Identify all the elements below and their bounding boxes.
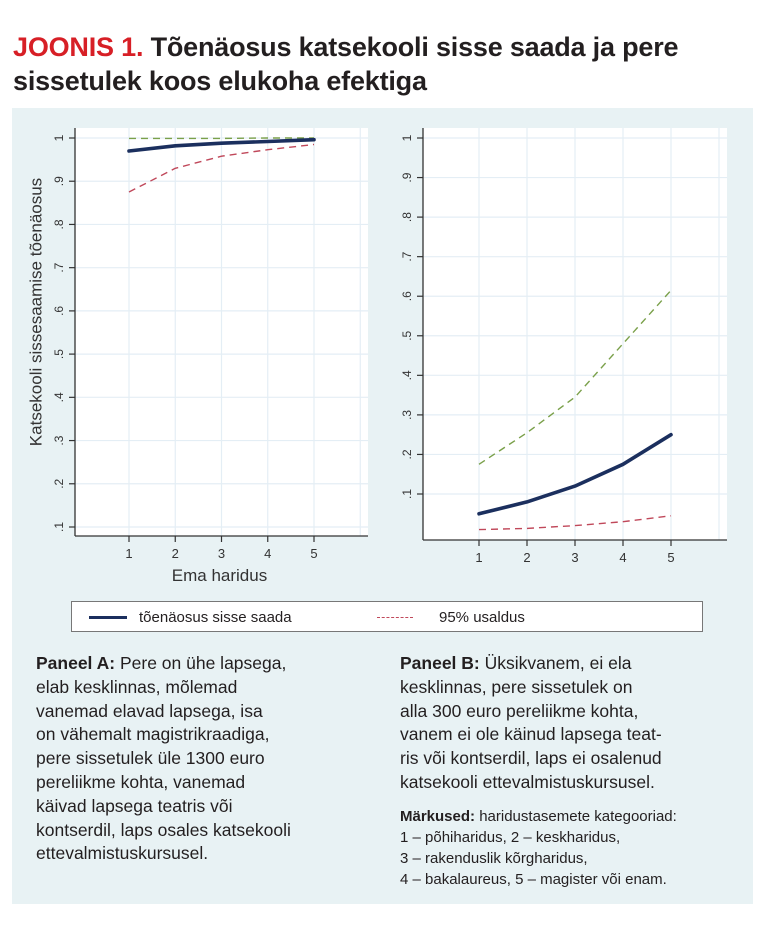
panel-a-note-label: Paneel A: <box>36 653 116 673</box>
panel-a-note: Paneel A: Pere on ühe lapsega, elab keskl… <box>36 652 376 866</box>
y-tick-label: .5 <box>400 330 414 340</box>
x-tick-label: 4 <box>264 546 271 561</box>
remarks-line: 4 – bakalaureus, 5 – magister või enam. <box>400 871 667 888</box>
remarks-line: 1 – põhiharidus, 2 – keskharidus, <box>400 829 621 846</box>
legend-solid-line-icon <box>89 616 127 619</box>
legend-item-estimate: tõenäosus sisse saada <box>89 602 292 633</box>
panel-b-note-text: Üksikvanem, ei ela kesklinnas, pere sisse… <box>400 653 662 792</box>
x-tick-label: 4 <box>619 550 626 565</box>
y-tick-label: .8 <box>52 219 66 229</box>
y-tick-label: 1 <box>400 134 414 141</box>
panel-a-note-line: käivad lapsega teatris või <box>36 795 233 816</box>
y-tick-label: .2 <box>52 478 66 488</box>
panel-b-note: Paneel B: Üksikvanem, ei ela kesklinnas, … <box>400 652 750 795</box>
x-tick-label: 3 <box>571 550 578 565</box>
y-axis-title: Katsekooli sissesaamise tõenäosus <box>26 178 45 446</box>
y-tick-label: .2 <box>400 449 414 459</box>
panel-b-note-line: alla 300 euro pereliikme kohta, <box>400 700 639 721</box>
x-tick-label: 1 <box>475 550 482 565</box>
x-tick-label: 5 <box>667 550 674 565</box>
panel-a-note-line: Pere on ühe lapsega, <box>115 653 287 673</box>
lower-ci-line <box>128 143 315 193</box>
panel-a-note-line: pere sissetulek üle 1300 euro <box>36 748 265 769</box>
panel-a-note-line: vanemad elavad lapsega, isa <box>36 700 263 721</box>
y-tick-label: .9 <box>52 176 66 186</box>
x-tick-label: 5 <box>310 546 317 561</box>
upper-ci-line <box>478 289 672 465</box>
y-tick-label: 1 <box>52 134 66 141</box>
estimate-line <box>477 432 673 516</box>
legend-item-ci: 95% usaldus <box>377 602 525 633</box>
panel-a-note-line: pereliikme kohta, vanemad <box>36 771 246 792</box>
panel-a-note-line: ettevalmistuskursusel. <box>36 843 209 864</box>
legend-label-estimate: tõenäosus sisse saada <box>139 609 292 626</box>
panel-b-note-line: katsekooli ettevalmistuskursusel. <box>400 771 655 792</box>
x-tick-label: 3 <box>218 546 225 561</box>
remarks-line: 3 – rakenduslik kõrgharidus, <box>400 850 588 867</box>
panel-a-note-line: on vähemalt magistrikraadiga, <box>36 724 270 745</box>
panel-b-note-line: kesklinnas, pere sissetulek on <box>400 676 633 697</box>
remarks-text: haridustasemete kategooriad: 1 – põhihari… <box>400 808 677 888</box>
panel-a-note-line: kontserdil, laps osales katsekooli <box>36 819 291 840</box>
y-tick-label: .7 <box>52 262 66 272</box>
figure-title: JOONIS 1. Tõenäosus katsekooli sisse saa… <box>13 30 753 98</box>
panel-b-note-line: ris või kontserdil, laps ei osalenud <box>400 748 662 769</box>
figure-number: JOONIS 1. <box>13 32 144 62</box>
panel-b-note-label: Paneel B: <box>400 653 480 673</box>
y-tick-label: .4 <box>400 370 414 380</box>
x-tick-label: 2 <box>172 546 179 561</box>
panel-a-note-text: Pere on ühe lapsega, elab kesklinnas, mõl… <box>36 653 291 863</box>
panel-b-note-line: Üksikvanem, ei ela <box>479 653 632 673</box>
x-axis-title: Ema haridus <box>172 566 267 585</box>
y-tick-label: .7 <box>400 251 414 261</box>
y-tick-label: .5 <box>52 349 66 359</box>
y-tick-label: .3 <box>52 435 66 445</box>
panel-a-note-line: elab kesklinnas, mõlemad <box>36 676 238 697</box>
y-tick-label: .9 <box>400 172 414 182</box>
y-tick-label: .6 <box>52 306 66 316</box>
y-tick-label: .3 <box>400 410 414 420</box>
y-tick-label: .1 <box>52 522 66 532</box>
y-tick-label: .1 <box>400 489 414 499</box>
remarks-label: Märkused: <box>400 808 476 825</box>
x-tick-label: 2 <box>523 550 530 565</box>
estimate-line <box>127 137 316 153</box>
legend-label-ci: 95% usaldus <box>439 609 525 626</box>
x-tick-label: 1 <box>125 546 132 561</box>
panel-b-note-line: vanem ei ole käinud lapsega teat- <box>400 724 662 745</box>
y-tick-label: .4 <box>52 392 66 402</box>
y-tick-label: .8 <box>400 212 414 222</box>
panel-a-chart: .1 .2 .3 .4 .5 .6 .7 .8 .9 1 1 2 3 4 5 Ema haridus Katse… <box>26 128 368 585</box>
legend-dashed-line-icon <box>377 617 413 618</box>
lower-ci-line <box>478 515 672 531</box>
y-tick-label: .6 <box>400 291 414 301</box>
remarks-note: Märkused: haridustasemete kategooriad: 1 … <box>400 806 750 890</box>
panel-b-chart: .1 .2 .3 .4 .5 .6 .7 .8 .9 1 1 2 3 4 5 <box>400 128 727 565</box>
figure-title-text: Tõenäosus katsekooli sisse saada ja pere… <box>13 32 679 96</box>
remarks-line: haridustasemete kategooriad: <box>475 808 677 825</box>
chart-legend: tõenäosus sisse saada 95% usaldus <box>71 601 703 632</box>
